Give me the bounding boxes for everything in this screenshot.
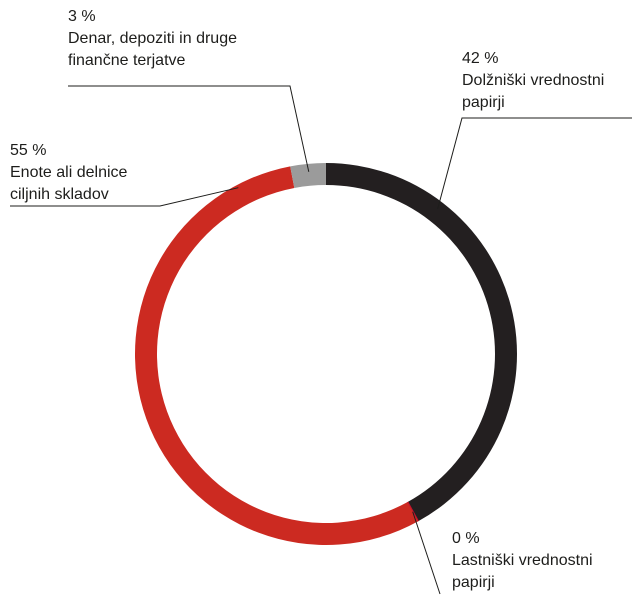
label-funds: 55 % Enote ali delnice ciljnih skladov	[10, 140, 127, 206]
leader-lines	[10, 85, 632, 595]
label-debt-value: 42 %	[462, 50, 499, 67]
leader-equity	[412, 511, 441, 595]
label-cash: 3 % Denar, depoziti in druge finančne te…	[68, 6, 237, 72]
label-funds-line1: Enote ali delnice	[10, 164, 128, 181]
label-equity-line1: Lastniški vrednostni	[452, 552, 593, 569]
label-equity: 0 % Lastniški vrednostni papirji	[452, 528, 593, 594]
slice-debt	[326, 163, 518, 522]
slice-funds	[134, 166, 419, 546]
label-cash-line2: finančne terjatve	[68, 52, 186, 69]
label-cash-line1: Denar, depoziti in druge	[68, 30, 237, 47]
label-debt-line2: papirji	[462, 94, 505, 111]
label-debt-line1: Dolžniški vrednostni	[462, 72, 605, 89]
label-equity-line2: papirji	[452, 574, 495, 591]
label-cash-value: 3 %	[68, 8, 96, 25]
leader-cash	[68, 85, 310, 172]
label-equity-value: 0 %	[452, 530, 480, 547]
slice-cash	[290, 163, 326, 188]
leader-funds	[10, 187, 239, 207]
donut-slices	[134, 163, 518, 546]
label-debt: 42 % Dolžniški vrednostni papirji	[462, 48, 604, 114]
leader-debt	[437, 117, 632, 210]
label-funds-line2: ciljnih skladov	[10, 186, 109, 203]
label-funds-value: 55 %	[10, 142, 47, 159]
